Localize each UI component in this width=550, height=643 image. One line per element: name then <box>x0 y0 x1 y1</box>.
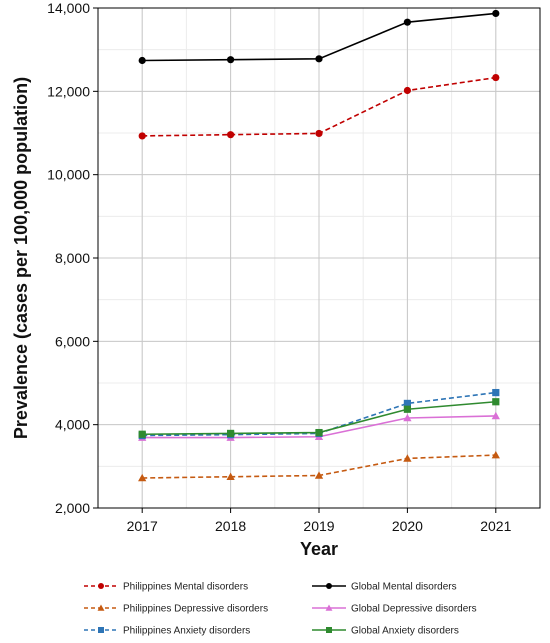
legend: Philippines Mental disorders Global Menta… <box>84 582 477 637</box>
series-philippines-depressive-disorders <box>138 450 500 482</box>
y-tick-label: 2,000 <box>55 500 90 516</box>
tick-labels: 2,000 4,000 6,000 8,000 10,000 12,000 14,000 20… <box>47 0 511 534</box>
data-point <box>138 473 147 482</box>
data-point <box>138 430 146 438</box>
data-point <box>492 398 500 406</box>
data-point <box>315 55 323 63</box>
data-point <box>315 129 323 138</box>
data-point <box>403 86 411 95</box>
data-point <box>138 132 146 140</box>
x-tick-label: 2018 <box>215 518 246 534</box>
data-point <box>403 399 411 408</box>
series-global-mental-disorders <box>138 9 500 65</box>
legend-swatch-marker <box>98 627 104 633</box>
legend-item: Global Depressive disorders <box>312 604 477 615</box>
series-layer <box>138 9 500 482</box>
y-tick-label: 14,000 <box>47 0 90 16</box>
legend-item: Global Anxiety disorders <box>312 626 459 637</box>
legend-label: Global Mental disorders <box>351 582 457 593</box>
legend-label: Philippines Depressive disorders <box>123 604 268 615</box>
legend-item: Philippines Depressive disorders <box>84 604 268 615</box>
x-axis-title: Year <box>300 539 338 559</box>
y-tick-label: 12,000 <box>47 83 90 99</box>
legend-label: Global Depressive disorders <box>351 604 477 615</box>
legend-swatch-marker <box>326 627 332 633</box>
data-point <box>315 428 323 437</box>
x-tick-label: 2017 <box>127 518 158 534</box>
series-global-anxiety-disorders <box>138 398 500 438</box>
y-tick-label: 6,000 <box>55 333 90 349</box>
data-point <box>314 471 324 479</box>
data-point <box>226 472 235 481</box>
legend-label: Global Anxiety disorders <box>351 626 459 637</box>
data-point <box>403 413 412 422</box>
legend-label: Philippines Mental disorders <box>123 582 248 593</box>
data-point <box>138 56 146 65</box>
legend-swatch-marker <box>325 604 333 611</box>
data-point <box>492 9 500 18</box>
series-philippines-mental-disorders <box>138 73 500 140</box>
legend-swatch-marker <box>326 583 332 589</box>
y-tick-label: 4,000 <box>55 417 90 433</box>
data-point <box>491 411 500 420</box>
y-tick-label: 10,000 <box>47 167 90 183</box>
data-point <box>403 18 411 26</box>
x-tick-label: 2019 <box>303 518 334 534</box>
legend-swatch-marker <box>97 604 105 611</box>
legend-item: Global Mental disorders <box>312 582 457 593</box>
data-point <box>492 73 500 82</box>
data-point <box>403 405 411 413</box>
data-point <box>491 450 500 459</box>
y-tick-label: 8,000 <box>55 250 90 266</box>
data-point <box>227 131 235 139</box>
legend-label: Philippines Anxiety disorders <box>123 626 250 637</box>
x-tick-label: 2021 <box>480 518 511 534</box>
legend-swatch-marker <box>98 583 104 589</box>
legend-item: Philippines Mental disorders <box>84 582 248 593</box>
data-point <box>227 429 235 438</box>
data-point <box>492 388 500 397</box>
data-point <box>227 56 235 64</box>
y-axis-title: Prevalence (cases per 100,000 population… <box>11 77 31 439</box>
data-point <box>403 454 412 462</box>
legend-item: Philippines Anxiety disorders <box>84 626 250 637</box>
x-tick-label: 2020 <box>392 518 423 534</box>
